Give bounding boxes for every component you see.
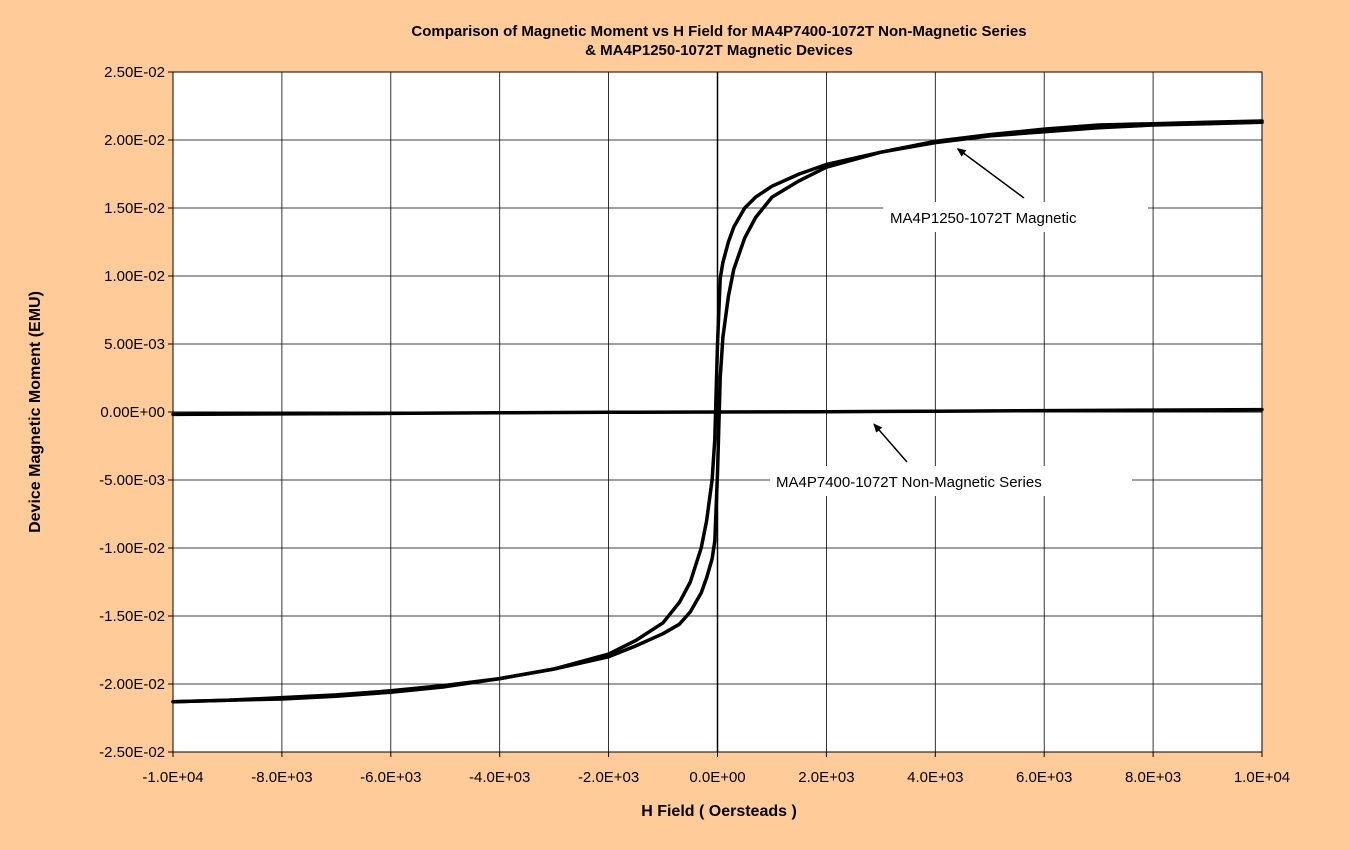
magnetic-series-line [171,119,1264,704]
x-axis-title: H Field ( Oersteads ) [641,803,797,820]
series-lines [171,119,1264,704]
annotation-nonmagnetic-box [770,466,1132,496]
x-tick-label: 0.0E+00 [689,769,745,786]
annotation-nonmagnetic-arrow [873,423,908,463]
x-tick-label: 4.0E+03 [907,769,963,786]
annotation-nonmagnetic-label: MA4P7400-1072T Non-Magnetic Series [776,474,1042,491]
y-tick-label: -1.50E-02 [99,608,165,625]
y-tick-label: -1.00E-02 [99,540,165,557]
x-tick-label: 2.0E+03 [798,769,854,786]
y-tick-label: 2.00E-02 [104,132,165,149]
x-tick-label: 6.0E+03 [1016,769,1072,786]
y-axis-title: Device Magnetic Moment (EMU) [27,291,44,533]
x-tick-label: -8.0E+03 [251,769,312,786]
y-tick-labels: 2.50E-02 2.00E-02 1.50E-02 1.00E-02 5.00E-03… [99,64,173,761]
y-tick-label: 1.00E-02 [104,268,165,285]
x-tick-label: 1.0E+04 [1234,769,1290,786]
annotation-magnetic-arrow [956,148,1025,199]
chart-title-line1: Comparison of Magnetic Moment vs H Field… [411,23,1026,40]
annotation-magnetic-label: MA4P1250-1072T Magnetic [890,210,1077,227]
y-tick-label: -2.50E-02 [99,744,165,761]
y-tick-label: -5.00E-03 [99,472,165,489]
x-tick-label: -6.0E+03 [360,769,421,786]
x-tick-label: -1.0E+04 [142,769,203,786]
y-tick-label: 1.50E-02 [104,200,165,217]
annotation-magnetic-box [883,202,1148,232]
chart-title-line2: & MA4P1250-1072T Magnetic Devices [585,42,853,59]
x-tick-label: -2.0E+03 [578,769,639,786]
y-tick-label: 2.50E-02 [104,64,165,81]
y-tick-label: -2.00E-02 [99,676,165,693]
x-tick-label: 8.0E+03 [1125,769,1181,786]
x-tick-label: -4.0E+03 [469,769,530,786]
y-tick-label: 0.00E+00 [100,404,165,421]
nonmagnetic-series-line [171,407,1264,417]
y-tick-label: 5.00E-03 [104,336,165,353]
x-tick-labels: -1.0E+04 -8.0E+03 -6.0E+03 -4.0E+03 -2.0E+03… [142,752,1290,786]
